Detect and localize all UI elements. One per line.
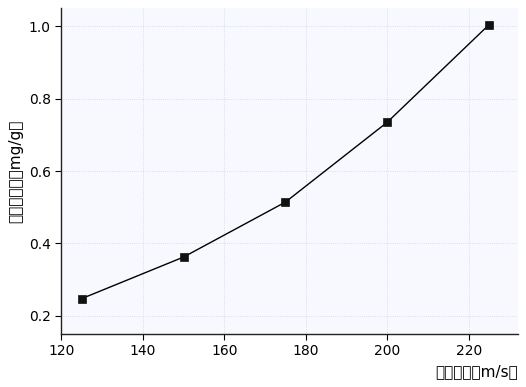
X-axis label: 冲击速度（m/s）: 冲击速度（m/s）	[435, 364, 518, 378]
Y-axis label: 冲击磨损率（mg/g）: 冲击磨损率（mg/g）	[8, 119, 23, 223]
